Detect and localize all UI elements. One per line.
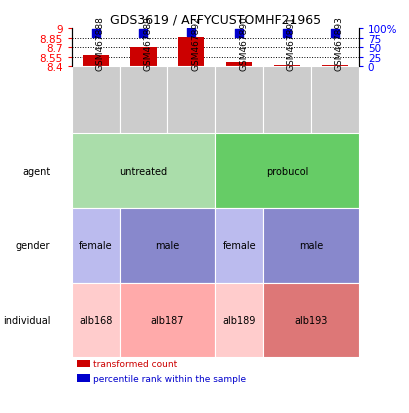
Bar: [273, 66, 299, 67]
Bar: [178, 38, 204, 67]
FancyBboxPatch shape: [215, 283, 263, 357]
Point: [235, 31, 242, 37]
Text: untreated: untreated: [119, 166, 167, 176]
FancyBboxPatch shape: [263, 67, 310, 134]
FancyBboxPatch shape: [263, 209, 358, 283]
FancyBboxPatch shape: [119, 283, 215, 357]
Text: gender: gender: [16, 241, 50, 251]
Bar: [77, 375, 90, 382]
Point: [283, 31, 290, 38]
Bar: [130, 48, 156, 67]
Text: percentile rank within the sample: percentile rank within the sample: [93, 374, 246, 383]
FancyBboxPatch shape: [215, 134, 358, 209]
Text: female: female: [222, 241, 255, 251]
Text: individual: individual: [3, 315, 50, 325]
Text: alb187: alb187: [150, 315, 184, 325]
FancyBboxPatch shape: [167, 67, 215, 134]
Text: GSM467888: GSM467888: [95, 16, 104, 71]
Text: alb193: alb193: [294, 315, 327, 325]
Text: agent: agent: [22, 166, 50, 176]
FancyBboxPatch shape: [310, 67, 358, 134]
Bar: [321, 66, 347, 67]
Text: GSM467893: GSM467893: [334, 16, 343, 71]
Text: male: male: [298, 241, 322, 251]
Text: GSM467889: GSM467889: [143, 16, 152, 71]
FancyBboxPatch shape: [263, 283, 358, 357]
Text: GSM467891: GSM467891: [286, 16, 295, 71]
FancyBboxPatch shape: [215, 67, 263, 134]
Title: GDS3619 / AFFYCUSTOMHF21965: GDS3619 / AFFYCUSTOMHF21965: [110, 13, 320, 26]
Text: transformed count: transformed count: [93, 359, 177, 368]
Bar: [77, 360, 90, 367]
Text: probucol: probucol: [265, 166, 308, 176]
Text: male: male: [155, 241, 179, 251]
Bar: [225, 63, 252, 67]
Point: [331, 31, 337, 38]
Text: GSM467890: GSM467890: [238, 16, 247, 71]
FancyBboxPatch shape: [215, 209, 263, 283]
FancyBboxPatch shape: [72, 209, 119, 283]
Text: female: female: [79, 241, 112, 251]
FancyBboxPatch shape: [72, 134, 215, 209]
FancyBboxPatch shape: [119, 67, 167, 134]
FancyBboxPatch shape: [119, 209, 215, 283]
Text: alb189: alb189: [222, 315, 255, 325]
Text: alb168: alb168: [79, 315, 112, 325]
Text: GSM467892: GSM467892: [191, 16, 200, 71]
FancyBboxPatch shape: [72, 283, 119, 357]
Bar: [82, 56, 108, 67]
FancyBboxPatch shape: [72, 67, 119, 134]
Point: [188, 29, 194, 36]
Point: [92, 30, 99, 37]
Point: [140, 30, 146, 37]
